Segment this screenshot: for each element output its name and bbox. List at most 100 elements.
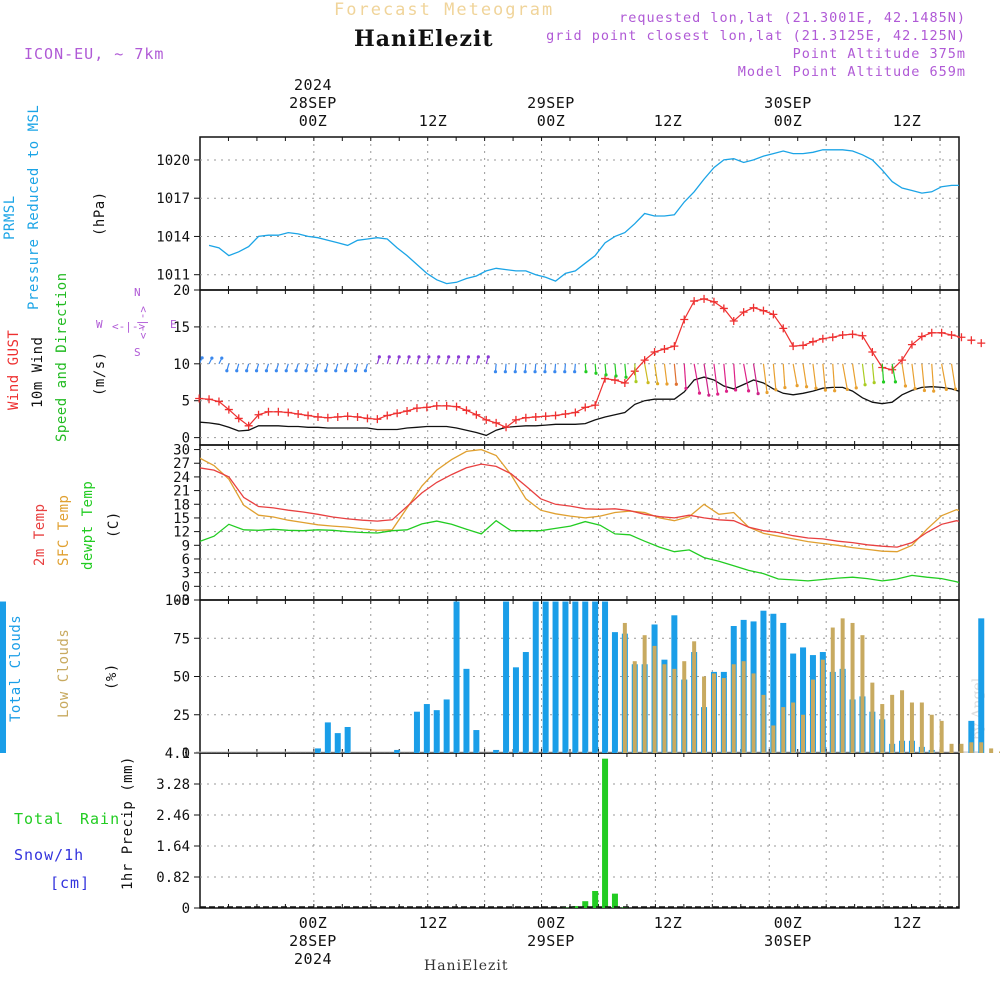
precip-legend-snow: Snow/1h <box>14 846 85 864</box>
gust-marker <box>848 330 857 339</box>
rain-bar <box>572 906 579 908</box>
wind-arrow <box>752 363 759 394</box>
wind-arrow-head <box>795 384 799 388</box>
total-cloud-bar <box>572 601 579 753</box>
wind-arrow-head <box>646 381 650 385</box>
wind-arrow <box>792 363 798 386</box>
wind-arrow-head <box>953 387 958 391</box>
top-time-label: 12Z <box>393 76 473 130</box>
gust-marker <box>353 412 362 421</box>
wind-arrow-head <box>932 389 936 393</box>
wind-arrow <box>733 363 737 390</box>
gust-marker <box>957 333 966 342</box>
wind-arrow-head <box>334 369 338 373</box>
low-cloud-bar <box>672 668 677 753</box>
wind-arrow <box>644 363 649 383</box>
gust-marker <box>749 303 758 312</box>
wind-arrow-head <box>624 375 628 379</box>
ytick-label: 75 <box>173 631 190 647</box>
station-name: HaniElezit <box>354 26 494 52</box>
gust-marker <box>482 415 491 424</box>
wind-arrow-head <box>397 355 401 359</box>
gust-marker <box>680 315 689 324</box>
wind-arrow-head <box>210 356 214 360</box>
wind-arrow-head <box>476 355 480 359</box>
wind-arrow-head <box>447 355 451 359</box>
top-time-label: 12Z <box>628 76 708 130</box>
low-cloud-bar <box>860 635 865 753</box>
ytick-label: 100 <box>165 593 190 609</box>
total-cloud-bar <box>463 668 470 753</box>
wind-arrow-head <box>655 382 660 386</box>
wind-arrow-head <box>225 369 229 373</box>
wind-arrow-head <box>543 370 547 374</box>
gust-marker <box>551 411 560 420</box>
bottom-time-label: 00Z 29SEP <box>511 914 591 968</box>
wind-arrow-head <box>584 370 588 374</box>
low-cloud-bar <box>771 725 776 753</box>
gust-marker <box>650 348 659 356</box>
gust-marker <box>858 331 867 340</box>
wind-arrow <box>931 363 935 392</box>
top-time-line: 00Z <box>298 112 328 130</box>
wind-arrow <box>614 363 617 377</box>
gust-marker <box>304 411 313 420</box>
gridpoint-coords: grid point closest lon,lat (21.3125E, 42… <box>546 28 966 44</box>
wind-arrow <box>961 364 964 388</box>
top-time-line: 29SEP <box>527 94 575 112</box>
ytick-label: 0 <box>182 431 190 447</box>
bottom-time-line: 12Z <box>892 914 922 932</box>
total-cloud-bar <box>314 748 321 753</box>
low-cloud-bar <box>969 742 974 753</box>
wind-arrow-head <box>407 355 411 359</box>
top-time-label: 29SEP 00Z <box>511 76 591 130</box>
wind-arrow-head <box>254 369 259 373</box>
wind-arrow-head <box>881 380 886 384</box>
total-cloud-bar <box>552 601 559 753</box>
wind-arrow <box>941 363 947 390</box>
rain-bar <box>602 758 609 908</box>
wind-arrow-head <box>765 390 769 395</box>
gust-marker <box>294 410 303 418</box>
wind-arrow-head <box>553 370 557 374</box>
total-cloud-bar <box>344 726 351 753</box>
wind-arrow <box>743 363 750 391</box>
wind-arrow-head <box>804 385 809 389</box>
total-cloud-bar <box>542 601 549 753</box>
gust-marker <box>214 397 223 406</box>
low-cloud-bar <box>622 622 627 753</box>
bottom-time-line: 00Z <box>536 914 566 932</box>
compass-e: E <box>170 318 177 331</box>
wind-arrow-head <box>981 380 984 383</box>
gust-marker <box>205 395 214 404</box>
gust-marker <box>383 411 392 420</box>
low-cloud-bar <box>801 714 806 753</box>
wind-arrow-head <box>863 383 867 387</box>
low-cloud-bar <box>692 641 697 753</box>
wind-arrow-head <box>724 389 729 393</box>
wind-arrow <box>842 363 848 390</box>
low-cloud-bar <box>830 627 835 753</box>
gust-marker <box>373 415 382 424</box>
low-cloud-bar <box>682 661 687 753</box>
wind-arrow-head <box>486 355 490 359</box>
wind-arrow-head <box>716 392 720 396</box>
wind-arrow <box>950 363 957 390</box>
compass-n: N <box>134 286 141 299</box>
wind-arrow-head <box>513 370 517 374</box>
gust-marker <box>868 348 877 356</box>
top-time-label: 30SEP 00Z <box>748 76 828 130</box>
rain-bar <box>611 893 618 908</box>
wind-arrow <box>921 363 926 391</box>
total-cloud-bar <box>780 622 787 753</box>
precip-legend-rain: Rain <box>80 810 121 828</box>
wind-arrow-head <box>503 370 507 374</box>
gust-marker <box>729 317 738 325</box>
wind-arrow-head <box>913 387 917 391</box>
low-cloud-bar <box>959 743 964 753</box>
total-cloud-bar <box>522 652 529 753</box>
total-cloud-bar <box>582 601 589 753</box>
gust-marker <box>917 332 926 341</box>
gust-marker <box>660 345 669 354</box>
bottom-time-label: 00Z 28SEP 2024 <box>273 914 353 968</box>
